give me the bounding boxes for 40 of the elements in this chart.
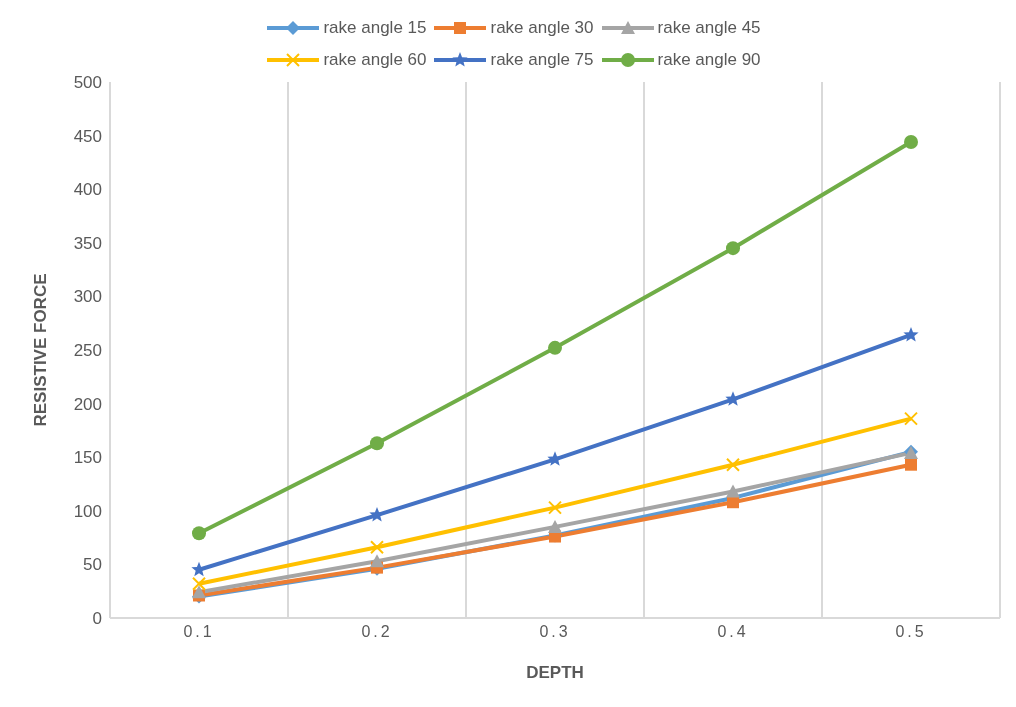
y-tick-label: 250 [73,341,102,361]
y-tick-label: 100 [73,501,102,521]
point [370,436,384,451]
point [548,519,562,533]
y-tick-label: 400 [73,180,102,200]
legend-label: rake angle 45 [657,18,761,38]
legend-label: rake angle 75 [490,50,594,70]
y-axis-title: RESISTIVE FORCE [31,273,51,427]
point [904,135,918,150]
x-tick-label: 0.3 [539,623,571,641]
x-tick-label: 0.1 [183,623,215,641]
y-tick-label: 200 [73,394,102,414]
y-tick-label: 50 [83,555,102,575]
point [905,458,917,471]
point [370,540,384,555]
point [548,340,562,355]
legend-label: rake angle 90 [657,50,761,70]
y-tick-label: 150 [73,448,102,468]
x-tick-label: 0.2 [361,623,393,641]
point [192,585,206,599]
point [548,500,562,515]
legend-label: rake angle 30 [490,18,594,38]
y-tick-label: 500 [73,73,102,93]
x-tick-label: 0.5 [895,623,927,641]
point [192,576,206,591]
y-tick-label: 350 [73,233,102,253]
point [192,526,206,541]
point [370,554,384,568]
y-tick-label: 300 [73,287,102,307]
point [903,326,919,342]
point [726,457,740,472]
point [904,411,918,426]
x-tick-label: 0.4 [717,623,749,641]
legend-label: rake angle 15 [323,18,427,38]
y-tick-label: 0 [92,609,102,629]
y-tick-label: 450 [73,126,102,146]
point [726,241,740,256]
x-axis-title: DEPTH [526,663,584,682]
point [726,484,740,498]
legend-label: rake angle 60 [323,50,427,70]
